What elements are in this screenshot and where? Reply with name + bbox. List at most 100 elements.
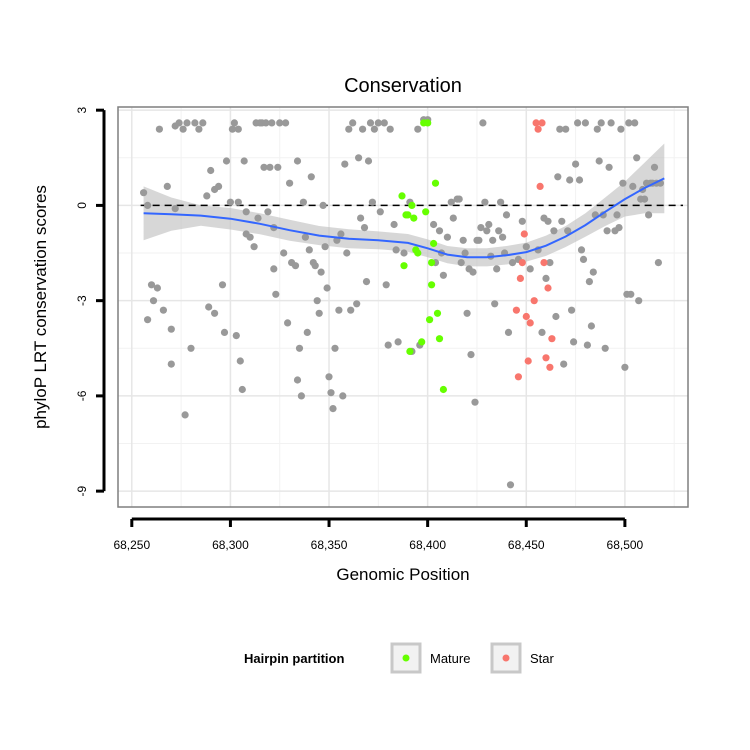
data-point-star (512, 306, 521, 314)
data-point-other (506, 481, 515, 489)
data-point-other (459, 236, 467, 244)
data-point-other (615, 224, 623, 232)
data-point-other (327, 389, 335, 397)
legend-dot-star (502, 654, 510, 662)
y-axis-title: phyloP LRT conservation scores (31, 185, 50, 429)
data-point-mature (428, 281, 436, 289)
data-point-other (518, 217, 526, 225)
data-point-other (556, 125, 564, 133)
data-point-other (329, 405, 337, 413)
data-point-other (546, 259, 554, 267)
data-point-other (222, 157, 231, 165)
legend: Hairpin partition Mature Star (244, 642, 555, 674)
data-point-other (280, 249, 288, 257)
data-point-other (504, 328, 513, 336)
x-tick-label: 68,350 (311, 538, 348, 552)
data-point-other (593, 125, 601, 133)
data-point-other (195, 125, 203, 133)
data-point-other (339, 392, 347, 400)
data-point-other (331, 344, 339, 352)
data-point-other (215, 182, 223, 190)
data-point-other (325, 373, 333, 381)
data-point-other (220, 328, 229, 336)
data-point-star (546, 363, 554, 371)
data-point-other (315, 309, 323, 317)
data-point-other (236, 357, 244, 365)
data-point-star (542, 354, 550, 362)
data-point-mature (406, 347, 414, 355)
data-point-other (477, 224, 485, 232)
x-axis: 68,250 68,300 68,350 68,400 68,450 68,500 (113, 517, 644, 552)
data-point-other (627, 290, 635, 298)
data-point-other (575, 176, 584, 184)
data-point-other (337, 230, 345, 238)
data-point-other (619, 179, 627, 187)
data-point-other (370, 125, 378, 133)
x-tick-label: 68,300 (212, 538, 249, 552)
data-point-other (203, 192, 211, 200)
data-point-other (317, 268, 325, 276)
data-point-other (311, 262, 319, 270)
data-point-other (149, 297, 158, 305)
data-point-other (250, 243, 258, 251)
data-point-other (313, 297, 321, 305)
data-point-star (544, 284, 552, 292)
legend-dot-mature (402, 654, 410, 662)
data-point-other (246, 233, 254, 241)
data-point-other (538, 328, 546, 336)
data-point-other (572, 160, 580, 168)
data-point-mature (408, 201, 416, 209)
data-point-star (534, 125, 542, 133)
legend-entry-star: Star (490, 642, 555, 674)
data-point-other (461, 249, 469, 257)
x-tick-label: 68,250 (113, 538, 150, 552)
data-point-mature (424, 119, 432, 127)
data-point-other (447, 198, 455, 206)
data-point-other (400, 249, 408, 257)
data-point-other (187, 344, 195, 352)
smooth-line (143, 177, 665, 259)
data-point-other (650, 163, 659, 171)
data-point-other (147, 281, 156, 289)
data-point-other (499, 233, 507, 241)
data-point-other (467, 351, 475, 359)
data-point-other (554, 173, 562, 181)
data-point-other (266, 163, 274, 171)
plot-panel (117, 106, 689, 508)
data-point-other (374, 119, 382, 127)
data-point-other (386, 125, 394, 133)
y-tick-label: 3 (75, 107, 89, 114)
data-point-other (359, 125, 367, 133)
data-point-other (376, 208, 384, 216)
data-point-other (526, 265, 534, 273)
data-point-mature (410, 214, 418, 222)
data-point-star (526, 319, 534, 327)
data-point-other (605, 163, 613, 171)
data-point-other (463, 309, 471, 317)
data-point-other (181, 411, 189, 419)
data-point-other (293, 157, 302, 165)
data-point-star (530, 297, 538, 305)
data-point-other (199, 119, 207, 127)
x-tick-label: 68,450 (508, 538, 545, 552)
data-point-other (343, 249, 351, 257)
data-point-other (368, 198, 376, 206)
data-point-other (284, 319, 292, 327)
data-point-other (155, 125, 163, 133)
data-point-other (542, 274, 550, 282)
data-point-other (603, 227, 611, 235)
data-point-other (299, 198, 307, 206)
data-point-other (384, 341, 392, 349)
data-point-star (532, 119, 540, 127)
legend-label-mature: Mature (430, 651, 470, 666)
data-point-other (272, 290, 280, 298)
data-point-other (254, 214, 262, 222)
chart-title: Conservation (344, 75, 462, 97)
data-point-other (191, 119, 199, 127)
data-point-other (167, 325, 175, 333)
data-point-other (390, 220, 398, 229)
data-point-other (443, 233, 451, 241)
data-point-other (493, 265, 501, 273)
data-point-other (566, 176, 574, 184)
data-point-other (583, 341, 592, 349)
